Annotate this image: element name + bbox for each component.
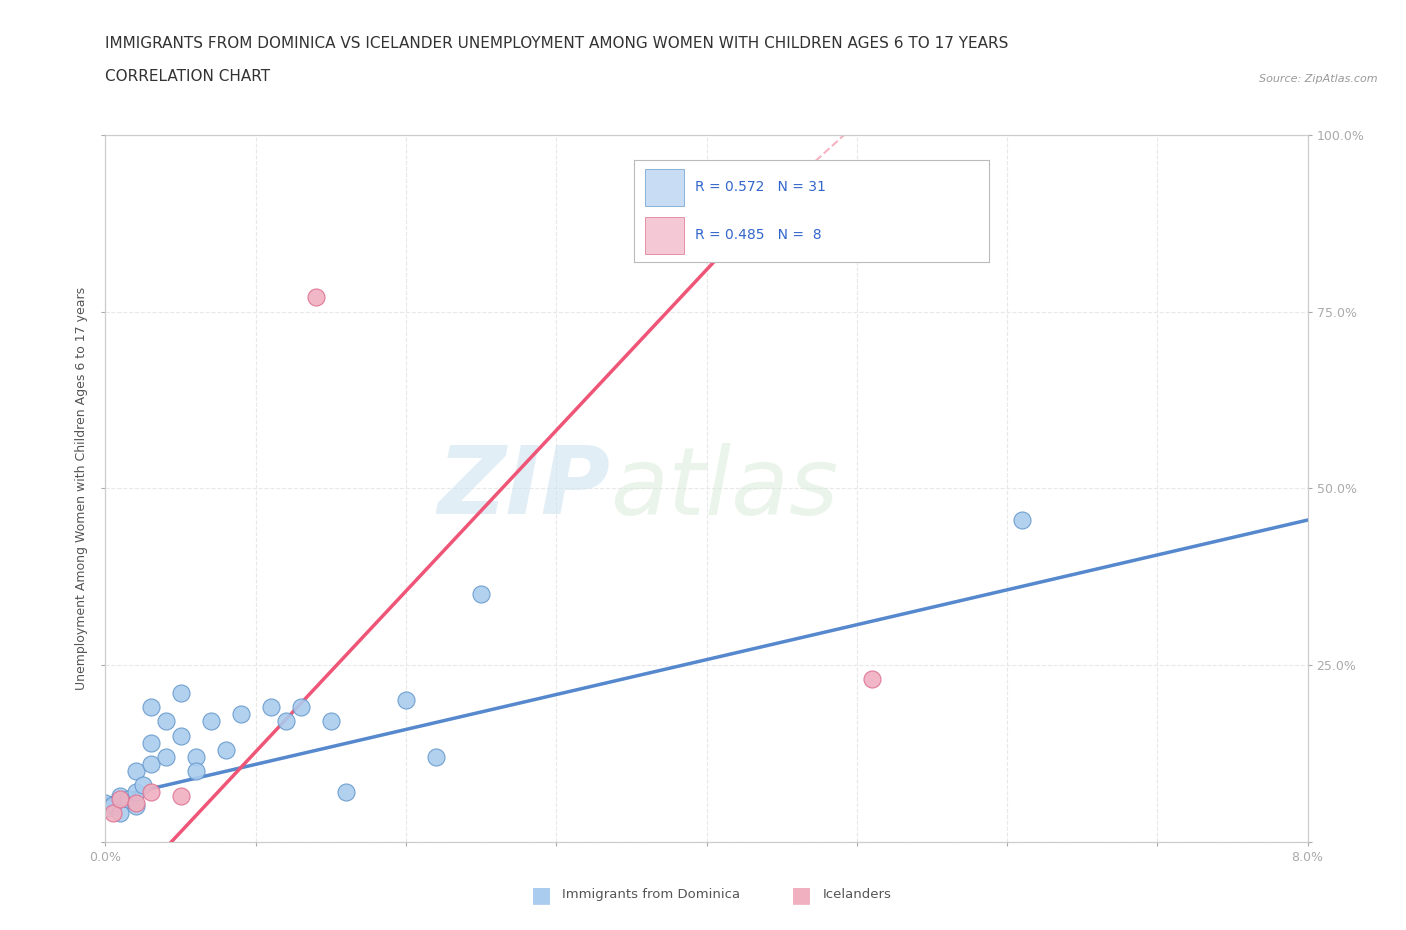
Point — [470, 587, 492, 602]
Point — [305, 290, 328, 305]
Point — [110, 789, 132, 804]
Point — [155, 750, 177, 764]
Point — [260, 700, 283, 715]
Point — [139, 700, 162, 715]
Point — [169, 789, 191, 804]
Point — [101, 797, 124, 812]
Point — [319, 714, 342, 729]
Point — [395, 693, 418, 708]
Point — [200, 714, 222, 729]
Point — [124, 764, 146, 778]
Text: ■: ■ — [531, 884, 551, 905]
Point — [214, 742, 236, 757]
Point — [169, 685, 191, 700]
Text: IMMIGRANTS FROM DOMINICA VS ICELANDER UNEMPLOYMENT AMONG WOMEN WITH CHILDREN AGE: IMMIGRANTS FROM DOMINICA VS ICELANDER UN… — [105, 36, 1010, 51]
Text: atlas: atlas — [610, 443, 838, 534]
Text: Source: ZipAtlas.com: Source: ZipAtlas.com — [1260, 73, 1378, 84]
Point — [860, 671, 883, 686]
Point — [124, 785, 146, 800]
Point — [139, 785, 162, 800]
Point — [755, 241, 778, 256]
Point — [124, 795, 146, 810]
Point — [117, 791, 139, 806]
Bar — [645, 169, 685, 206]
Point — [274, 714, 297, 729]
Point — [290, 700, 312, 715]
Point — [132, 777, 155, 792]
Point — [425, 750, 447, 764]
Text: CORRELATION CHART: CORRELATION CHART — [105, 69, 270, 84]
Text: Immigrants from Dominica: Immigrants from Dominica — [562, 888, 741, 901]
Point — [184, 750, 207, 764]
Point — [139, 756, 162, 771]
Point — [1011, 512, 1033, 527]
Point — [169, 728, 191, 743]
Text: Icelanders: Icelanders — [823, 888, 891, 901]
Point — [335, 785, 357, 800]
Text: R = 0.572   N = 31: R = 0.572 N = 31 — [695, 180, 825, 194]
Text: ZIP: ZIP — [437, 443, 610, 534]
Bar — [645, 217, 685, 254]
Text: R = 0.485   N =  8: R = 0.485 N = 8 — [695, 229, 821, 243]
Point — [101, 806, 124, 821]
Point — [110, 806, 132, 821]
Point — [710, 241, 733, 256]
Point — [97, 801, 120, 816]
Point — [110, 791, 132, 806]
Text: ■: ■ — [792, 884, 811, 905]
Point — [139, 736, 162, 751]
Point — [229, 707, 252, 722]
Point — [155, 714, 177, 729]
Point — [184, 764, 207, 778]
Point — [94, 795, 117, 810]
Y-axis label: Unemployment Among Women with Children Ages 6 to 17 years: Unemployment Among Women with Children A… — [75, 286, 89, 690]
Point — [124, 799, 146, 814]
